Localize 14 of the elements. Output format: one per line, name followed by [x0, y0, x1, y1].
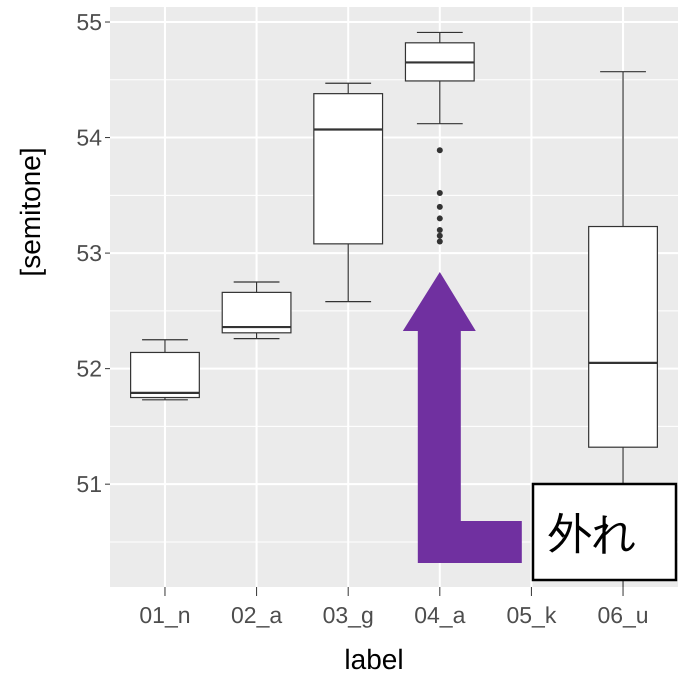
x-tick-label: 05_k: [506, 602, 557, 628]
x-tick-label: 03_g: [322, 602, 374, 628]
y-tick-label: 55: [76, 9, 102, 36]
x-tick-label: 02_a: [230, 602, 282, 628]
y-tick-label: 53: [76, 240, 102, 266]
y-axis-title: [semitone]: [15, 147, 46, 277]
y-tick-label: 51: [76, 471, 102, 498]
x-tick-label: 01_n: [139, 602, 191, 628]
x-axis-title: label: [344, 644, 404, 675]
annotation: 外れ: [548, 508, 637, 559]
x-tick-label: 04_a: [414, 602, 466, 628]
y-tick-label: 52: [76, 356, 102, 382]
x-tick-label: 06_u: [597, 602, 649, 628]
y-tick-label: 54: [76, 124, 102, 151]
